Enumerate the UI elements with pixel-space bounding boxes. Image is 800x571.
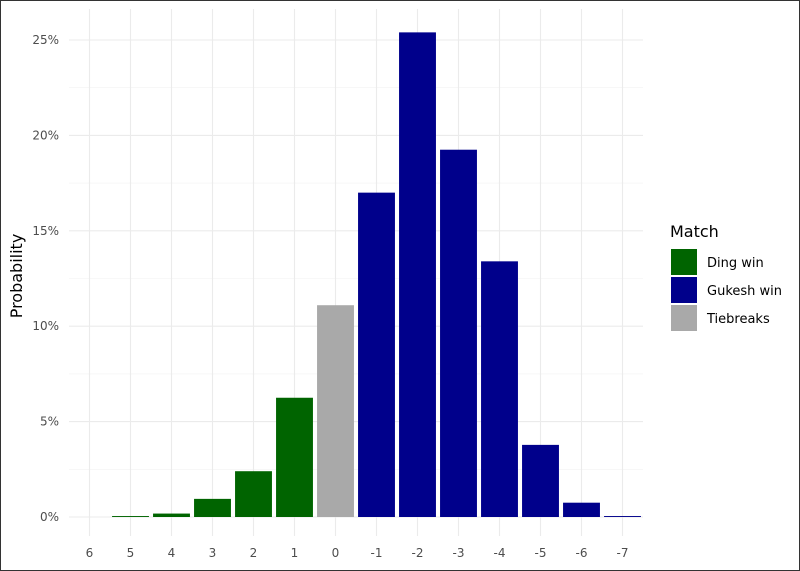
legend-label: Tiebreaks [706, 312, 770, 327]
bars [112, 32, 641, 517]
legend-swatch [671, 249, 697, 275]
bar-0 [317, 305, 354, 517]
bar--1 [358, 192, 395, 517]
bar-5 [112, 516, 149, 517]
bar--5 [522, 444, 559, 517]
y-tick-label: 0% [40, 510, 59, 524]
x-tick-label: -6 [576, 546, 588, 560]
bar-1 [276, 397, 313, 517]
legend-label: Ding win [707, 256, 764, 271]
legend-swatch [671, 277, 697, 303]
bar--2 [399, 32, 436, 517]
y-tick-labels: 0% 5% 10% 15% 20% 25% [32, 33, 59, 524]
x-tick-label: 4 [168, 546, 176, 560]
bar--6 [563, 502, 600, 517]
x-tick-label: -7 [617, 546, 629, 560]
y-tick-label: 25% [32, 33, 59, 47]
bar-2 [235, 471, 272, 517]
x-tick-label: -1 [371, 546, 383, 560]
bar--4 [481, 261, 518, 517]
legend-title: Match [670, 222, 719, 241]
bar-3 [194, 498, 231, 517]
x-tick-label: -2 [412, 546, 424, 560]
x-tick-label: 3 [209, 546, 217, 560]
y-tick-label: 5% [40, 415, 59, 429]
y-axis-title: Probability [7, 234, 26, 319]
x-tick-label: 0 [332, 546, 340, 560]
bar--7 [604, 516, 641, 517]
y-tick-label: 10% [32, 319, 59, 333]
x-tick-labels: 6 5 4 3 2 1 0 -1 -2 -3 -4 -5 -6 -7 [86, 546, 629, 560]
y-tick-label: 20% [32, 128, 59, 142]
legend-swatch [671, 305, 697, 331]
bar--3 [440, 149, 477, 517]
bar-4 [153, 513, 190, 517]
legend-label: Gukesh win [707, 284, 782, 299]
x-tick-label: 5 [127, 546, 135, 560]
x-tick-label: -4 [494, 546, 506, 560]
legend: Match Ding win Gukesh win Tiebreaks [670, 222, 782, 331]
x-tick-label: -3 [453, 546, 465, 560]
y-tick-label: 15% [32, 224, 59, 238]
x-tick-label: 2 [250, 546, 258, 560]
x-tick-label: 6 [86, 546, 94, 560]
x-tick-label: 1 [291, 546, 299, 560]
x-tick-label: -5 [535, 546, 547, 560]
